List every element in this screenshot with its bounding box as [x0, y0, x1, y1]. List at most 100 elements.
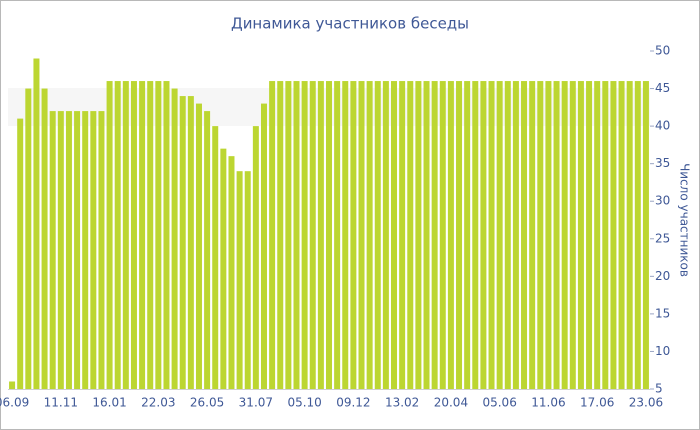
bar — [147, 81, 154, 390]
bar — [212, 126, 219, 389]
bar — [618, 81, 625, 390]
y-axis-label: Число участников — [678, 163, 692, 277]
x-tick-label: 26.05 — [190, 396, 224, 410]
bar — [561, 81, 568, 390]
y-tick-label: 25 — [655, 231, 670, 245]
bar — [57, 111, 64, 389]
bar — [447, 81, 454, 390]
y-tick-label: 50 — [655, 44, 670, 58]
bar — [220, 148, 227, 389]
bar — [577, 81, 584, 390]
bar — [431, 81, 438, 390]
bar — [602, 81, 609, 390]
bar — [456, 81, 463, 390]
bar — [334, 81, 341, 390]
bar — [301, 81, 308, 390]
bar — [228, 156, 235, 389]
bar — [25, 88, 32, 390]
bar — [521, 81, 528, 390]
x-tick-label: 22.03 — [141, 396, 175, 410]
bar — [374, 81, 381, 390]
y-tick-label: 35 — [655, 156, 670, 170]
bar — [326, 81, 332, 390]
bar — [277, 81, 284, 390]
bar — [98, 111, 105, 389]
x-tick-label: 16.01 — [92, 396, 126, 410]
bar — [342, 81, 349, 390]
bar — [179, 96, 186, 390]
bar — [504, 81, 511, 390]
bar — [309, 81, 316, 390]
y-tick-label: 10 — [655, 344, 670, 358]
bar — [269, 81, 276, 390]
bar — [350, 81, 357, 390]
bar — [236, 171, 243, 389]
bar — [114, 81, 121, 390]
bar — [586, 81, 593, 390]
bar — [407, 81, 414, 390]
bar — [41, 88, 48, 390]
bar — [163, 81, 170, 390]
bar — [74, 111, 81, 389]
bar — [90, 111, 97, 389]
bar — [569, 81, 576, 390]
bar — [594, 81, 601, 390]
bar — [49, 111, 56, 389]
x-tick-label: 13.02 — [385, 396, 419, 410]
bar — [626, 81, 633, 390]
bar — [439, 81, 446, 390]
bar — [106, 81, 113, 390]
bar — [187, 96, 194, 390]
bar — [293, 81, 300, 390]
x-tick-label: 23.06 — [629, 396, 663, 410]
chart-title: Динамика участников беседы — [231, 15, 469, 33]
bar — [358, 81, 365, 390]
y-tick-label: 5 — [655, 382, 663, 396]
bar — [17, 118, 24, 389]
bar — [65, 111, 72, 389]
bar — [464, 81, 471, 390]
x-tick-label: 05.10 — [287, 396, 321, 410]
x-tick-label: 06.09 — [0, 396, 29, 410]
bar — [480, 81, 487, 390]
bar — [399, 81, 406, 390]
y-tick-label: 15 — [655, 306, 670, 320]
bar — [496, 81, 503, 390]
x-tick-label: 05.06 — [482, 396, 516, 410]
bar — [317, 81, 324, 390]
bar — [415, 81, 422, 390]
bar — [139, 81, 146, 390]
x-tick-label: 11.06 — [531, 396, 565, 410]
y-tick-label: 20 — [655, 269, 670, 283]
x-tick-label: 20.04 — [434, 396, 468, 410]
bar — [391, 81, 398, 390]
bar — [171, 88, 178, 390]
y-tick-label: 40 — [655, 119, 670, 133]
bar — [553, 81, 560, 390]
x-tick-label: 11.11 — [44, 396, 78, 410]
bar — [472, 81, 479, 390]
bar — [512, 81, 519, 390]
bar — [529, 81, 536, 390]
y-tick-label: 45 — [655, 81, 670, 95]
bar — [33, 58, 40, 390]
bar — [382, 81, 389, 390]
bar — [244, 171, 251, 389]
bar — [130, 81, 137, 390]
bar — [285, 81, 292, 390]
x-tick-label: 17.06 — [580, 396, 614, 410]
bar — [252, 126, 259, 389]
bar — [260, 103, 267, 390]
bar — [488, 81, 495, 390]
bar — [610, 81, 617, 390]
bar — [9, 381, 16, 389]
x-tick-label: 31.07 — [239, 396, 273, 410]
bar — [195, 103, 202, 390]
y-tick-label: 30 — [655, 194, 670, 208]
bar — [122, 81, 129, 390]
bar — [545, 81, 552, 390]
bar — [155, 81, 162, 390]
bar — [537, 81, 544, 390]
bar — [204, 111, 211, 389]
